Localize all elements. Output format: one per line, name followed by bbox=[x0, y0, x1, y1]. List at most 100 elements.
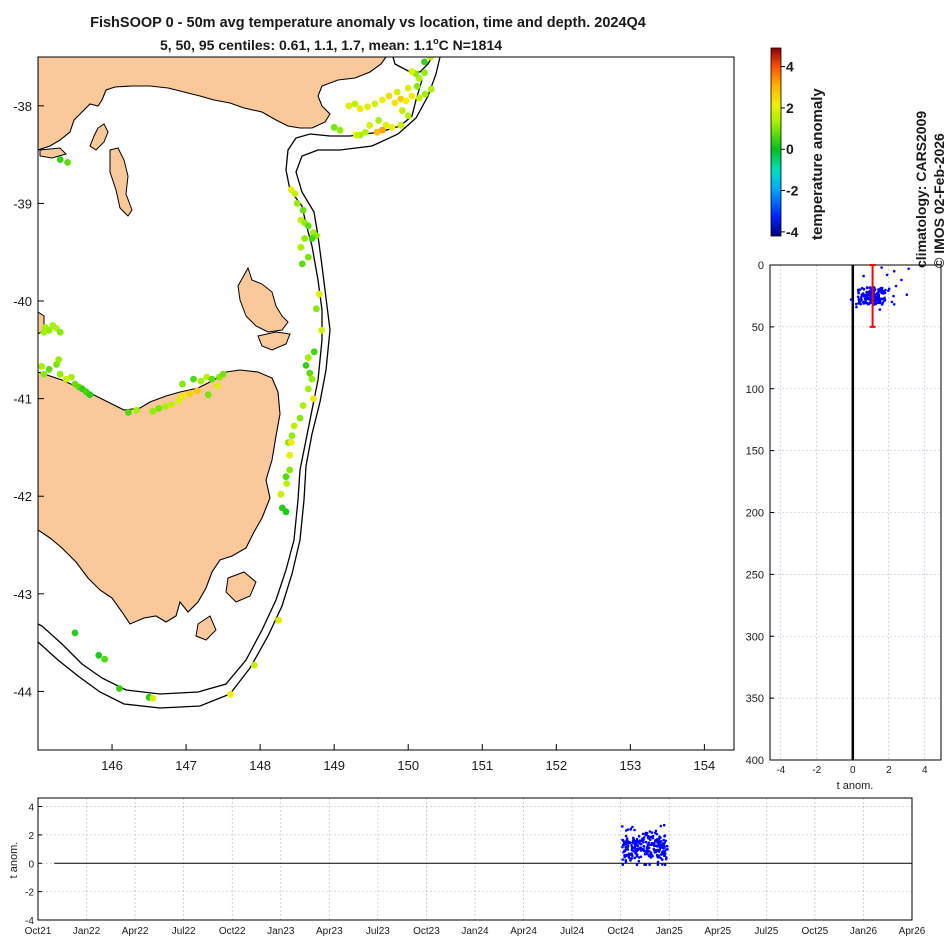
ts-point bbox=[621, 825, 624, 828]
map-point bbox=[313, 305, 320, 313]
map-point bbox=[64, 159, 71, 166]
depth-ytick-label: 200 bbox=[746, 508, 764, 520]
map-point bbox=[304, 354, 312, 361]
depth-xlabel: t anom. bbox=[837, 780, 874, 792]
map-point bbox=[45, 326, 53, 334]
map-point bbox=[408, 92, 416, 100]
ts-point bbox=[627, 852, 631, 855]
ts-point bbox=[626, 848, 630, 851]
depth-point bbox=[865, 286, 869, 289]
map-xtick-label: 154 bbox=[694, 758, 716, 773]
depth-point bbox=[894, 284, 898, 288]
depth-point bbox=[890, 300, 894, 304]
map-point bbox=[345, 102, 353, 110]
ts-xtick-label: Oct23 bbox=[413, 926, 440, 937]
ts-point bbox=[647, 850, 650, 853]
ts-point bbox=[624, 860, 628, 863]
map-point bbox=[336, 126, 344, 134]
ts-point bbox=[638, 842, 641, 845]
depth-point bbox=[857, 291, 860, 295]
ts-point bbox=[644, 833, 648, 837]
depth-point bbox=[876, 296, 879, 299]
depth-point bbox=[880, 303, 884, 306]
map-point bbox=[371, 100, 379, 108]
map-point bbox=[56, 328, 64, 336]
ts-xtick-label: Jan24 bbox=[461, 926, 489, 937]
map-point bbox=[404, 84, 412, 92]
map-point bbox=[197, 377, 205, 385]
depth-point bbox=[907, 267, 910, 271]
ts-point bbox=[621, 863, 625, 866]
ts-xtick-label: Apr26 bbox=[899, 926, 926, 937]
map-point bbox=[293, 200, 301, 207]
ts-point bbox=[638, 839, 642, 842]
colorbar-tick-label: 2 bbox=[786, 100, 794, 116]
ts-point bbox=[658, 835, 661, 838]
ts-point bbox=[642, 841, 645, 844]
map-point bbox=[415, 75, 423, 82]
ts-point bbox=[629, 852, 633, 856]
depth-errorbar bbox=[869, 264, 876, 328]
colorbar-tick-label: 4 bbox=[786, 59, 794, 75]
depth-points-layer bbox=[849, 266, 910, 311]
map-point bbox=[290, 422, 298, 430]
map-point bbox=[56, 370, 64, 378]
map-point bbox=[304, 222, 312, 230]
ts-xtick-label: Oct25 bbox=[802, 926, 829, 937]
map-point bbox=[397, 95, 405, 103]
timeseries-grid bbox=[37, 798, 913, 921]
ts-xtick-label: Apr22 bbox=[122, 926, 149, 937]
ts-xtick-label: Jul25 bbox=[754, 926, 778, 937]
subtitle-suffix: C N=1814 bbox=[439, 37, 503, 53]
map-point bbox=[299, 206, 307, 214]
colorbar bbox=[770, 47, 782, 237]
map-point bbox=[71, 629, 79, 637]
ts-point bbox=[662, 823, 666, 827]
depth-point bbox=[900, 278, 903, 282]
map-point bbox=[149, 407, 157, 415]
ts-point bbox=[630, 845, 634, 849]
ts-point bbox=[660, 853, 663, 856]
ts-point bbox=[644, 863, 648, 866]
ts-point bbox=[625, 837, 629, 840]
ts-xtick-label: Jan22 bbox=[73, 926, 101, 937]
map-point bbox=[40, 370, 48, 378]
ts-point bbox=[657, 850, 661, 853]
map-point bbox=[62, 375, 70, 383]
map-ytick-label: -38 bbox=[13, 99, 32, 114]
map-point bbox=[190, 375, 197, 383]
ts-point bbox=[644, 840, 648, 844]
map-xtick-label: 149 bbox=[323, 758, 345, 773]
ts-point bbox=[655, 844, 658, 847]
ts-point bbox=[634, 850, 638, 853]
depth-point bbox=[879, 288, 882, 292]
land-mornington bbox=[89, 123, 109, 151]
map-point bbox=[291, 190, 299, 198]
map-point bbox=[427, 57, 434, 61]
depth-ytick-label: 350 bbox=[746, 693, 764, 705]
depth-point bbox=[877, 299, 881, 302]
map-ytick-label: -39 bbox=[13, 196, 32, 211]
map-point bbox=[304, 253, 312, 261]
ts-point bbox=[635, 863, 639, 866]
map-point bbox=[203, 373, 211, 381]
map-point bbox=[421, 90, 429, 98]
ts-point bbox=[642, 838, 645, 841]
ts-point bbox=[632, 836, 635, 840]
ts-point bbox=[641, 832, 645, 836]
contour-2000m bbox=[38, 57, 441, 709]
ts-point bbox=[648, 830, 652, 833]
ts-point bbox=[658, 844, 661, 847]
ts-xtick-label: Apr24 bbox=[510, 926, 537, 937]
map-ytick-label: -44 bbox=[13, 684, 32, 699]
map-point bbox=[415, 94, 423, 102]
depth-point bbox=[875, 292, 879, 295]
depth-point bbox=[860, 295, 863, 299]
depth-point bbox=[868, 286, 872, 289]
map-point bbox=[308, 375, 316, 383]
timeseries-frame bbox=[37, 797, 913, 921]
ts-ytick-label: 4 bbox=[28, 803, 34, 814]
depth-point bbox=[874, 302, 878, 306]
map-point bbox=[282, 508, 290, 516]
depth-point bbox=[892, 269, 896, 273]
